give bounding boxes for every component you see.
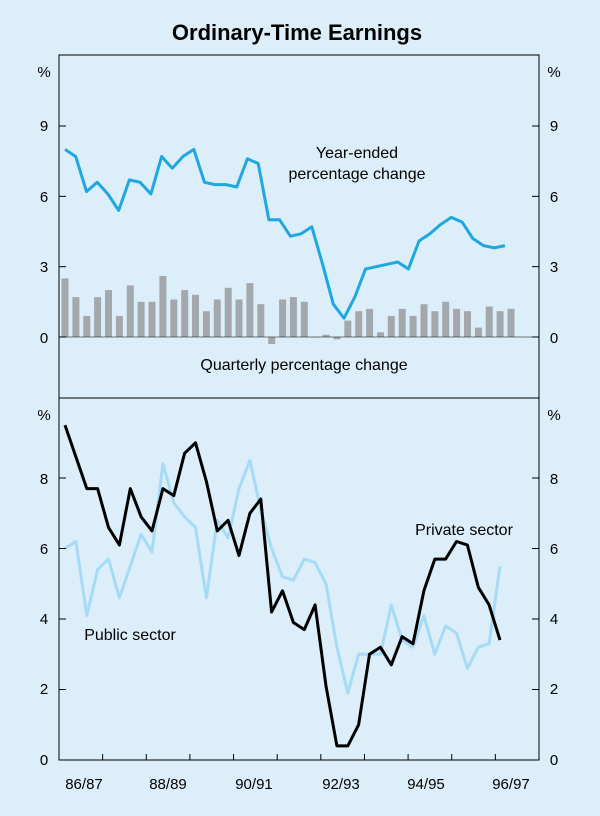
quarterly-label: Quarterly percentage change bbox=[200, 357, 407, 374]
bottom-ytick-left: 2 bbox=[40, 681, 48, 698]
quarterly-bar bbox=[453, 308, 461, 337]
x-axis-labels: 86/87 88/89 90/91 92/93 94/95 96/97 bbox=[65, 776, 530, 793]
quarterly-bar bbox=[72, 297, 80, 337]
bottom-ytick-right: 8 bbox=[550, 471, 558, 488]
top-ytick-left: 9 bbox=[40, 118, 48, 135]
private-sector-line bbox=[63, 424, 502, 748]
bottom-ylabel-left: % bbox=[37, 407, 50, 424]
quarterly-bar bbox=[442, 301, 450, 337]
quarterly-bar bbox=[257, 304, 265, 337]
quarterly-bar bbox=[322, 334, 330, 337]
quarterly-bar bbox=[355, 311, 363, 337]
bottom-ytick-right: 0 bbox=[550, 752, 558, 769]
quarterly-bar bbox=[170, 299, 178, 337]
quarterly-bar bbox=[398, 308, 406, 337]
quarterly-bar bbox=[344, 320, 352, 337]
quarterly-bar bbox=[126, 285, 134, 337]
quarterly-bar bbox=[137, 301, 145, 337]
quarterly-bar bbox=[377, 332, 384, 337]
bottom-ytick-right: 4 bbox=[550, 611, 558, 628]
quarterly-bar bbox=[507, 308, 515, 337]
year-ended-label-line2: percentage change bbox=[289, 166, 426, 183]
quarterly-bars bbox=[61, 276, 515, 344]
quarterly-bar bbox=[235, 299, 243, 337]
top-yaxis-left: % 9 6 3 0 bbox=[37, 64, 50, 347]
top-ylabel-right: % bbox=[547, 64, 560, 81]
bottom-ytick-left: 8 bbox=[40, 471, 48, 488]
bottom-ylabel-right: % bbox=[547, 407, 560, 424]
xtick-label: 96/97 bbox=[492, 776, 530, 793]
quarterly-bar bbox=[224, 287, 232, 337]
quarterly-bar bbox=[181, 290, 189, 337]
quarterly-bar bbox=[485, 306, 493, 337]
top-panel-frame bbox=[58, 54, 540, 399]
top-ytick-right: 9 bbox=[550, 118, 558, 135]
quarterly-bar bbox=[61, 278, 69, 337]
xtick-label: 90/91 bbox=[235, 776, 273, 793]
quarterly-bar bbox=[94, 297, 102, 337]
sector-lines-layer bbox=[63, 424, 502, 748]
private-sector-label: Private sector bbox=[415, 522, 513, 539]
public-sector-label: Public sector bbox=[84, 627, 176, 644]
quarterly-bar bbox=[431, 311, 439, 337]
bottom-panel-frame bbox=[58, 397, 540, 761]
quarterly-bar bbox=[387, 315, 395, 337]
quarterly-bar bbox=[300, 301, 308, 337]
quarterly-bar bbox=[409, 315, 417, 337]
top-ytick-right: 6 bbox=[550, 189, 558, 206]
top-ytick-right: 0 bbox=[550, 330, 558, 347]
quarterly-bar bbox=[279, 299, 287, 337]
chart-title: Ordinary-Time Earnings bbox=[172, 20, 422, 45]
bottom-ytick-right: 2 bbox=[550, 681, 558, 698]
year-ended-line-layer bbox=[64, 147, 506, 320]
top-ytick-left: 6 bbox=[40, 189, 48, 206]
year-ended-label-line1: Year-ended bbox=[316, 145, 398, 162]
top-ylabel-left: % bbox=[37, 64, 50, 81]
axis-tickmarks bbox=[58, 125, 540, 761]
quarterly-bar bbox=[148, 301, 156, 337]
top-yaxis-right: % 9 6 3 0 bbox=[547, 64, 560, 347]
public-sector-line bbox=[64, 458, 502, 695]
bottom-yaxis-right: % 8 6 4 2 0 bbox=[547, 407, 560, 769]
xtick-label: 92/93 bbox=[322, 776, 360, 793]
quarterly-bar bbox=[192, 294, 199, 337]
quarterly-bar bbox=[366, 308, 374, 337]
top-ytick-left: 0 bbox=[40, 330, 48, 347]
quarterly-bar bbox=[420, 304, 428, 337]
top-ytick-right: 3 bbox=[550, 259, 558, 276]
xtick-label: 94/95 bbox=[407, 776, 445, 793]
quarterly-bar bbox=[246, 283, 254, 337]
bottom-ytick-left: 6 bbox=[40, 541, 48, 558]
quarterly-bar bbox=[268, 337, 276, 344]
quarterly-bar bbox=[159, 276, 167, 337]
quarterly-bar bbox=[105, 290, 112, 337]
xtick-label: 88/89 bbox=[149, 776, 187, 793]
quarterly-bar bbox=[496, 311, 504, 337]
quarterly-bar bbox=[83, 315, 91, 337]
bottom-ytick-left: 0 bbox=[40, 752, 48, 769]
quarterly-bar bbox=[474, 327, 482, 337]
quarterly-bar bbox=[202, 311, 210, 337]
bottom-ytick-right: 6 bbox=[550, 541, 558, 558]
quarterly-bar bbox=[289, 297, 297, 337]
xtick-label: 86/87 bbox=[65, 776, 103, 793]
year-ended-line bbox=[64, 147, 506, 320]
quarterly-bar bbox=[333, 337, 341, 340]
bottom-yaxis-left: % 8 6 4 2 0 bbox=[37, 407, 50, 769]
top-ytick-left: 3 bbox=[40, 259, 48, 276]
quarterly-bar bbox=[213, 299, 221, 337]
quarterly-bar bbox=[464, 311, 471, 337]
bottom-ytick-left: 4 bbox=[40, 611, 48, 628]
quarterly-bar bbox=[115, 315, 123, 337]
